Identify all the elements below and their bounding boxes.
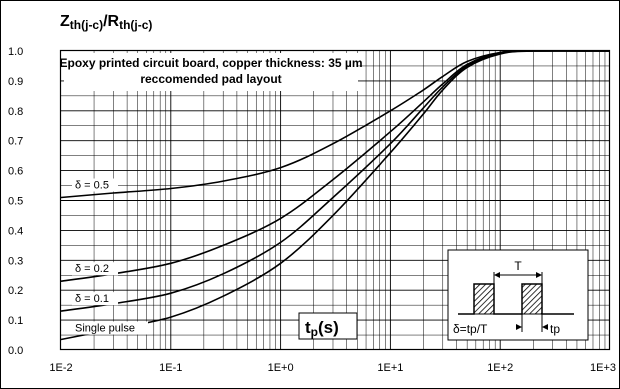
y-tick-label: 0.9: [8, 76, 23, 88]
inset-tp-arrowhead-left: [516, 324, 522, 330]
y-tick-label: 0.1: [8, 315, 23, 327]
x-tick-labels: 1E-2 1E-1 1E+0 1E+1 1E+2 1E+3: [49, 362, 616, 374]
inset-waveform: [458, 283, 574, 315]
y-tick-label: 1.0: [8, 46, 23, 58]
series-label: δ = 0.5: [75, 180, 109, 192]
pulse-inset: T δ=tp/T tp: [447, 249, 589, 341]
annotation-line-1: Epoxy printed circuit board, copper thic…: [60, 56, 363, 70]
y-tick-labels: 0.0 0.1 0.2 0.3 0.4 0.5 0.6 0.7 0.8 0.9 1.0: [8, 46, 23, 357]
y-tick-label: 0.7: [8, 136, 23, 148]
series-curves: [60, 49, 611, 341]
inset-period-label: T: [514, 259, 522, 273]
title-r-sub: th(j-c): [119, 18, 152, 32]
y-tick-label: 0.4: [8, 225, 23, 237]
x-tick-label: 1E-1: [159, 362, 182, 374]
x-tick-label: 1E+2: [487, 362, 513, 374]
series-line: [60, 49, 611, 341]
series-label-background: [72, 178, 118, 192]
x-axis-label-sub: p: [311, 325, 318, 339]
y-tick-label: 0.2: [8, 285, 23, 297]
y-tick-label: 0.3: [8, 255, 23, 267]
x-tick-label: 1E-2: [49, 362, 72, 374]
inset-pulse-2: [521, 283, 543, 315]
y-tick-label: 0.5: [8, 196, 23, 208]
y-tick-label: 0.8: [8, 106, 23, 118]
inset-period-arrowhead-right: [536, 272, 542, 278]
series-label-background: [72, 262, 118, 276]
series-label: Single pulse: [75, 323, 135, 335]
inset-duty-label: δ=tp/T: [453, 322, 488, 336]
x-tick-label: 1E+3: [590, 362, 616, 374]
x-axis-label: tp(s): [305, 318, 339, 339]
y-tick-label: 0.0: [8, 345, 23, 357]
inset-tp-label: tp: [550, 322, 560, 336]
inset-pulse-1: [473, 283, 495, 315]
series-labels: δ = 0.5 δ = 0.2 δ = 0.1 Single pulse: [72, 178, 148, 335]
series-label: δ = 0.2: [75, 263, 109, 275]
x-tick-label: 1E+1: [377, 362, 403, 374]
series-line: [60, 50, 611, 312]
inset-tp-arrowhead-right: [542, 324, 548, 330]
series-label-background: [72, 292, 118, 306]
y-tick-label: 0.6: [8, 166, 23, 178]
inset-period-arrowhead-left: [494, 272, 500, 278]
series-label-background: [72, 321, 148, 335]
x-axis-label-base: t: [305, 318, 311, 337]
x-tick-label: 1E+0: [268, 362, 294, 374]
series-label: δ = 0.1: [75, 293, 109, 305]
annotation-line-2: reccomended pad layout: [140, 72, 281, 86]
chart-title: Zth(j-c)/Rth(j-c): [60, 13, 152, 32]
x-axis-label-box: [298, 312, 358, 340]
title-sep: /R: [103, 13, 119, 30]
x-axis-label-unit: (s): [318, 318, 339, 337]
plot-area-border: [59, 49, 611, 351]
title-z: Z: [60, 13, 70, 30]
annotation-background: [64, 53, 358, 91]
title-z-sub: th(j-c): [70, 18, 103, 32]
